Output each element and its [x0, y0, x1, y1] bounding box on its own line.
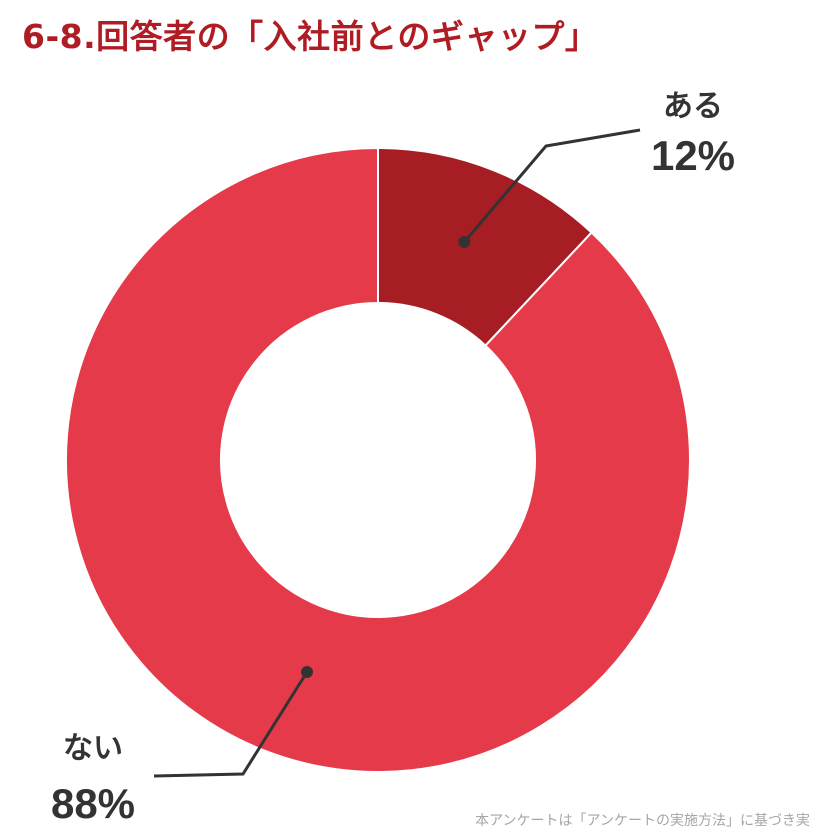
slice-percent-nai: 88%	[51, 780, 135, 827]
chart-title: 6-8.回答者の「入社前とのギャップ」	[22, 17, 599, 56]
footnote: 本アンケートは「アンケートの実施方法」に基づき実	[475, 813, 810, 829]
leader-dot-nai	[301, 666, 313, 678]
leader-lines	[153, 128, 641, 778]
slice-label-aru: ある	[663, 89, 723, 124]
slice-nai	[65, 146, 691, 773]
leader-line-aru	[463, 128, 641, 243]
leader-dot-aru	[458, 235, 471, 248]
slice-percent-aru: 12%	[651, 132, 735, 179]
slice-label-nai: ない	[63, 731, 123, 766]
leader-line-nai	[153, 671, 309, 778]
donut-slices	[65, 146, 691, 773]
